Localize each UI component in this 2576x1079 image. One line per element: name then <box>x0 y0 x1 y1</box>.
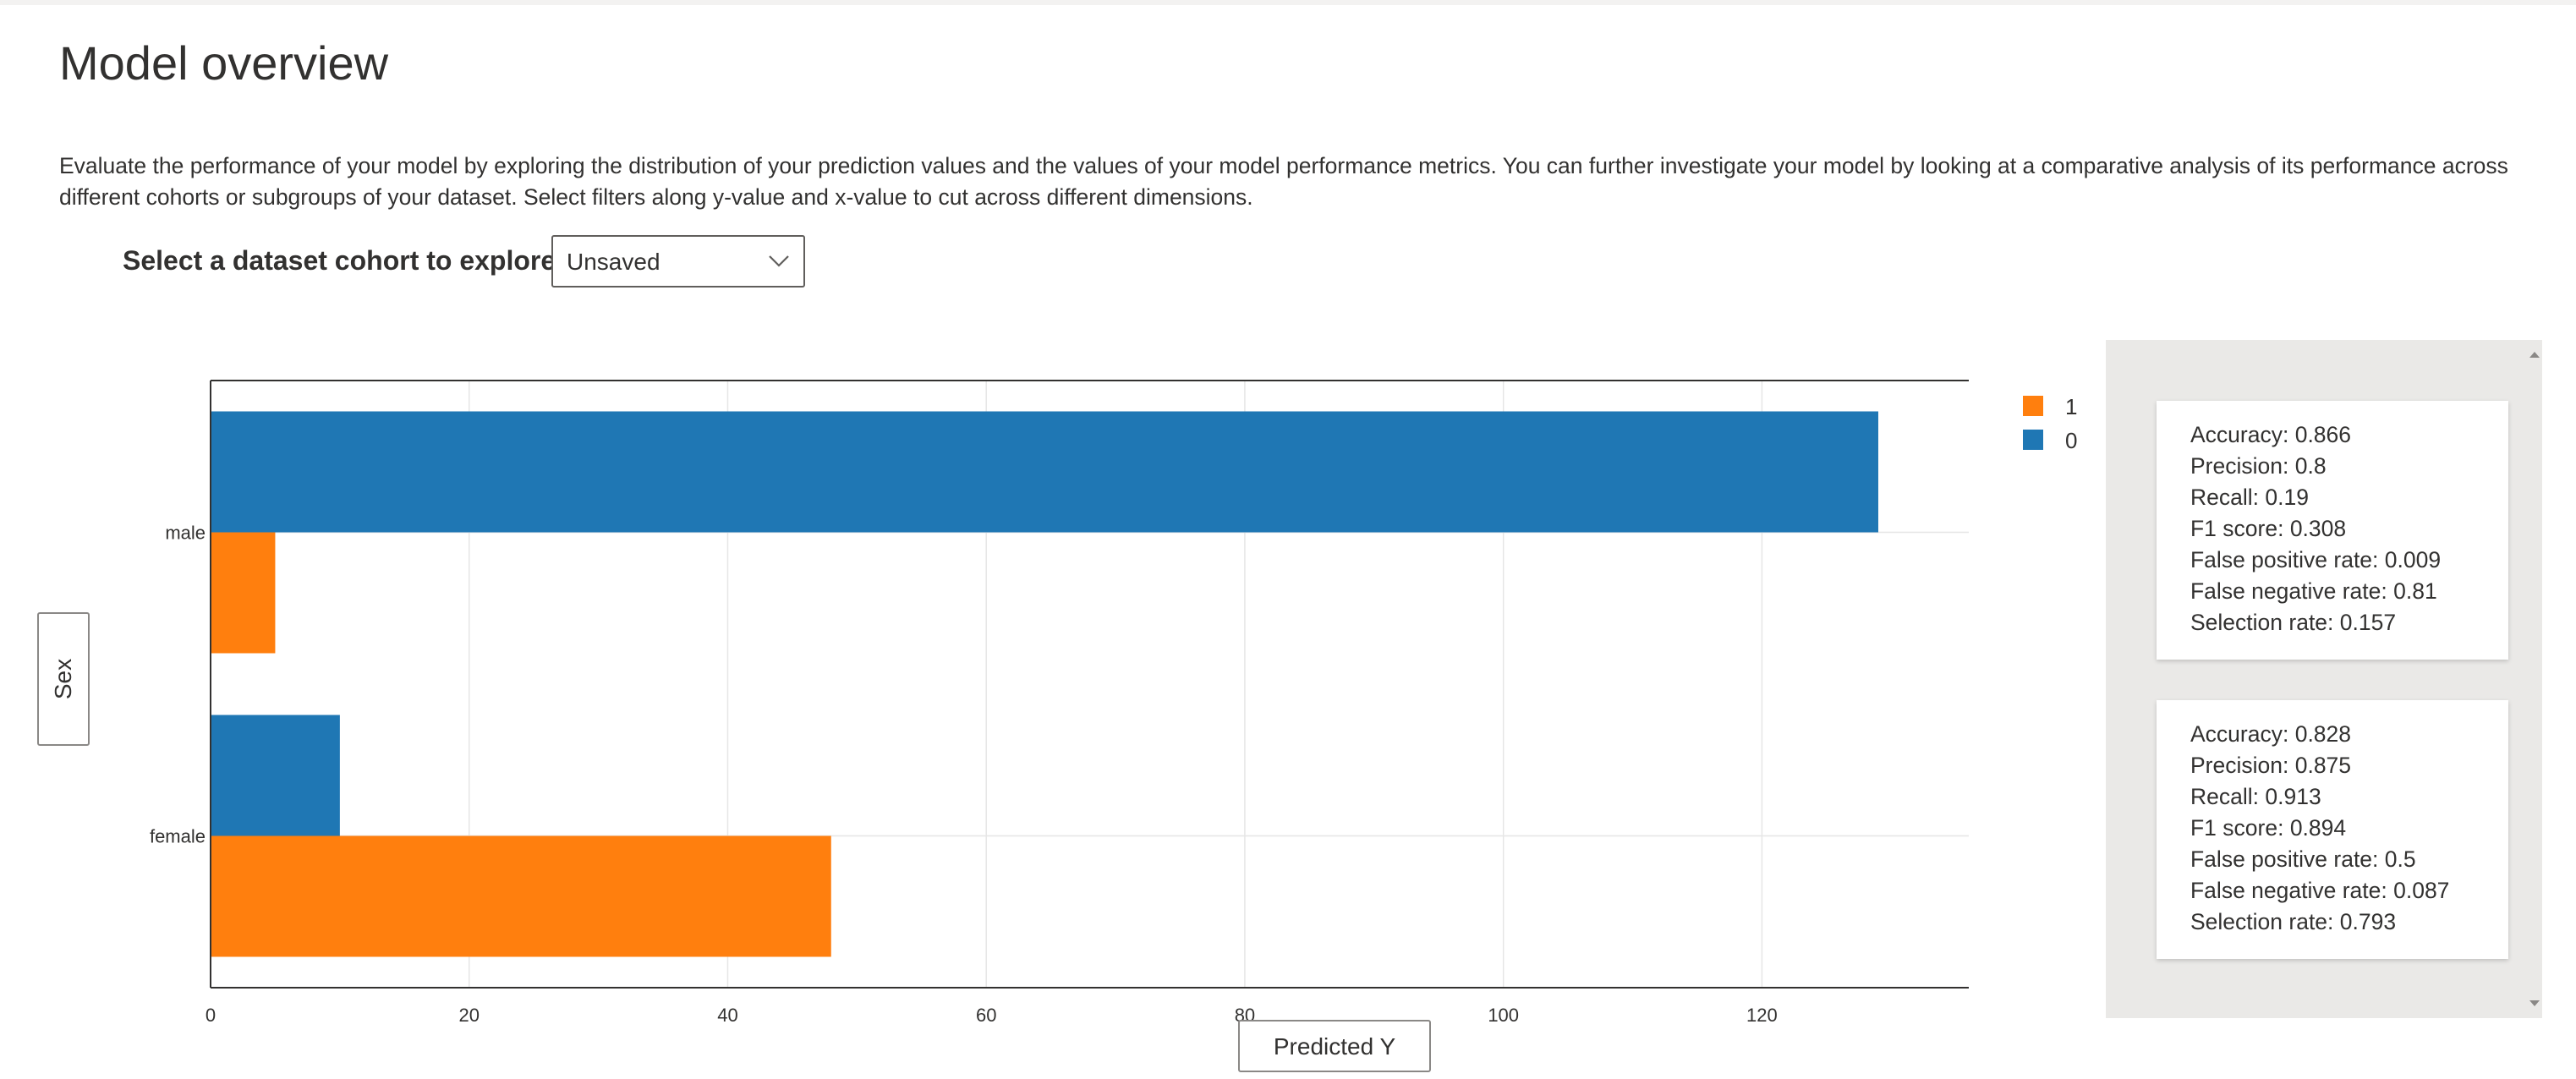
metric-false-negative-rate: False negative rate: 0.81 <box>2190 578 2437 604</box>
page-description: Evaluate the performance of your model b… <box>59 153 2508 210</box>
cohort-dropdown[interactable]: Unsaved <box>551 235 805 288</box>
chevron-down-icon <box>769 255 789 267</box>
metric-precision: Precision: 0.875 <box>2190 753 2352 778</box>
x-tick-label: 120 <box>1746 1005 1778 1026</box>
metric-accuracy: Accuracy: 0.828 <box>2190 721 2352 747</box>
legend-label: 0 <box>2065 428 2078 453</box>
metric-precision: Precision: 0.8 <box>2190 453 2327 479</box>
chart-legend: 1 0 <box>2023 394 2107 462</box>
metric-recall: Recall: 0.913 <box>2190 784 2321 809</box>
metric-selection-rate: Selection rate: 0.157 <box>2190 610 2397 635</box>
metric-f1-score: F1 score: 0.894 <box>2190 815 2347 841</box>
page-title: Model overview <box>59 36 389 90</box>
caret-up-icon[interactable] <box>2527 347 2542 362</box>
metric-accuracy: Accuracy: 0.866 <box>2190 422 2352 447</box>
metric-false-positive-rate: False positive rate: 0.5 <box>2190 846 2416 872</box>
metrics-card-male: Accuracy: 0.866 Precision: 0.8 Recall: 0… <box>2157 401 2508 660</box>
top-divider <box>0 0 2576 5</box>
y-axis-selector-label: Sex <box>50 658 76 700</box>
metric-f1-score: F1 score: 0.308 <box>2190 516 2347 541</box>
bar-female-series-0 <box>211 715 340 836</box>
cohort-select-label: Select a dataset cohort to explore <box>123 245 556 276</box>
y-tick-label: female <box>150 826 206 847</box>
metric-false-negative-rate: False negative rate: 0.087 <box>2190 878 2450 903</box>
bar-female-series-1 <box>211 835 831 957</box>
x-axis-selector-button[interactable]: Predicted Y <box>1238 1020 1431 1072</box>
legend-item-0[interactable]: 0 <box>2023 428 2107 462</box>
caret-down-icon[interactable] <box>2527 996 2542 1011</box>
legend-swatch <box>2023 430 2043 450</box>
legend-swatch <box>2023 396 2043 416</box>
x-tick-label: 0 <box>206 1005 216 1026</box>
legend-label: 1 <box>2065 394 2078 419</box>
x-tick-label: 100 <box>1488 1005 1519 1026</box>
y-tick-label: male <box>165 523 206 544</box>
metrics-card-female: Accuracy: 0.828 Precision: 0.875 Recall:… <box>2157 700 2508 959</box>
x-tick-label: 20 <box>458 1005 479 1026</box>
x-tick-label: 40 <box>717 1005 737 1026</box>
y-axis-selector-button[interactable]: Sex <box>37 612 90 746</box>
cohort-dropdown-value: Unsaved <box>567 249 660 275</box>
metrics-panel[interactable]: Accuracy: 0.866 Precision: 0.8 Recall: 0… <box>2106 340 2542 1018</box>
legend-item-1[interactable]: 1 <box>2023 394 2107 428</box>
x-tick-label: 60 <box>976 1005 996 1026</box>
bar-male-series-0 <box>211 411 1878 533</box>
metric-recall: Recall: 0.19 <box>2190 485 2309 510</box>
x-axis-selector-label: Predicted Y <box>1273 1033 1396 1060</box>
bar-male-series-1 <box>211 532 276 654</box>
metric-selection-rate: Selection rate: 0.793 <box>2190 909 2397 934</box>
metric-false-positive-rate: False positive rate: 0.009 <box>2190 547 2442 572</box>
